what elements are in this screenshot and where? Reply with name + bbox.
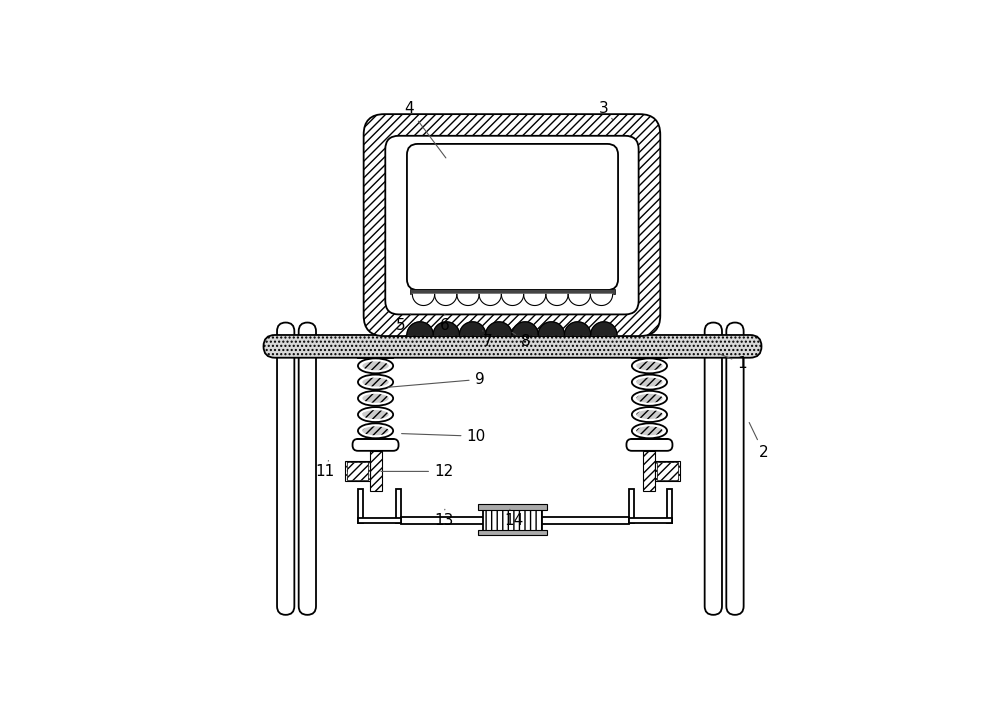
Bar: [629, 518, 672, 523]
Polygon shape: [590, 295, 613, 306]
Bar: [655, 461, 680, 482]
FancyBboxPatch shape: [299, 323, 316, 615]
Ellipse shape: [362, 394, 389, 403]
Text: 2: 2: [749, 423, 768, 460]
Text: 3: 3: [599, 101, 613, 120]
Polygon shape: [524, 295, 546, 306]
Polygon shape: [433, 322, 459, 335]
Text: 8: 8: [512, 333, 530, 349]
Ellipse shape: [632, 375, 667, 389]
Ellipse shape: [358, 423, 393, 438]
Polygon shape: [591, 322, 617, 335]
Bar: [345, 461, 370, 482]
Polygon shape: [564, 322, 591, 335]
Ellipse shape: [362, 410, 389, 419]
FancyBboxPatch shape: [263, 335, 762, 358]
FancyBboxPatch shape: [626, 439, 672, 451]
Ellipse shape: [358, 391, 393, 406]
FancyBboxPatch shape: [353, 439, 399, 451]
Ellipse shape: [362, 378, 389, 387]
Text: 10: 10: [402, 429, 486, 444]
Ellipse shape: [632, 391, 667, 406]
Ellipse shape: [632, 359, 667, 373]
Bar: [358, 518, 401, 523]
Bar: [667, 489, 672, 523]
Bar: [478, 530, 547, 535]
FancyBboxPatch shape: [364, 114, 660, 336]
Text: 12: 12: [381, 464, 453, 479]
Text: 6: 6: [439, 314, 449, 333]
Bar: [396, 489, 401, 523]
Ellipse shape: [362, 426, 389, 435]
Bar: [410, 289, 615, 295]
FancyBboxPatch shape: [385, 136, 639, 314]
Ellipse shape: [358, 359, 393, 373]
Bar: [629, 489, 634, 523]
Ellipse shape: [362, 361, 389, 370]
FancyBboxPatch shape: [705, 323, 722, 615]
Ellipse shape: [636, 394, 663, 403]
FancyBboxPatch shape: [277, 323, 294, 615]
Polygon shape: [407, 322, 433, 335]
Bar: [643, 451, 655, 491]
Polygon shape: [457, 295, 479, 306]
Text: 1: 1: [718, 354, 747, 370]
Polygon shape: [435, 295, 457, 306]
Polygon shape: [486, 322, 512, 335]
Polygon shape: [512, 322, 538, 335]
Polygon shape: [459, 322, 486, 335]
Polygon shape: [501, 295, 524, 306]
FancyBboxPatch shape: [726, 323, 744, 615]
Ellipse shape: [636, 361, 663, 370]
Bar: [347, 463, 368, 479]
Ellipse shape: [636, 378, 663, 387]
Text: 9: 9: [388, 372, 484, 387]
FancyBboxPatch shape: [407, 144, 618, 290]
Ellipse shape: [358, 375, 393, 389]
Ellipse shape: [636, 426, 663, 435]
Text: 4: 4: [404, 101, 446, 158]
Text: 14: 14: [504, 509, 524, 528]
Polygon shape: [538, 322, 564, 335]
Ellipse shape: [636, 410, 663, 419]
Polygon shape: [568, 295, 590, 306]
Text: 11: 11: [315, 460, 334, 479]
Bar: [483, 505, 542, 535]
Text: 7: 7: [483, 330, 492, 349]
Bar: [657, 463, 678, 479]
Text: 5: 5: [396, 314, 411, 333]
Bar: [358, 489, 363, 523]
Ellipse shape: [358, 407, 393, 422]
Bar: [370, 451, 382, 491]
Ellipse shape: [632, 407, 667, 422]
Ellipse shape: [632, 423, 667, 438]
Bar: [478, 505, 547, 510]
Text: 13: 13: [434, 509, 453, 528]
Polygon shape: [479, 295, 501, 306]
Polygon shape: [546, 295, 568, 306]
Polygon shape: [412, 295, 435, 306]
